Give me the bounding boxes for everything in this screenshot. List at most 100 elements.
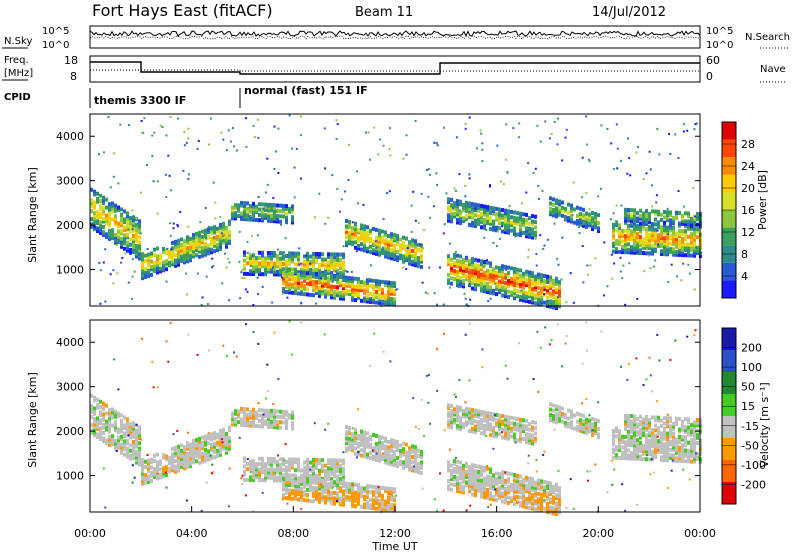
velocity-cell (285, 412, 288, 417)
velocity-cell (138, 427, 141, 432)
velocity-cell (549, 484, 552, 489)
power-speck (241, 268, 244, 271)
power-cell (540, 273, 543, 278)
power-cell (624, 210, 627, 215)
power-cell (459, 213, 462, 218)
velocity-cell (504, 478, 507, 483)
velocity-cell (462, 471, 465, 476)
velocity-cell (558, 486, 561, 491)
velocity-cell (504, 422, 507, 427)
power-cell (501, 269, 504, 274)
velocity-cell (126, 430, 129, 435)
velocity-cell (132, 432, 135, 436)
power-cell (363, 240, 366, 245)
power-speck (468, 173, 471, 176)
velocity-cell (474, 424, 477, 429)
velocity-cell (117, 414, 120, 419)
power-cell (189, 255, 192, 260)
power-cell (267, 261, 270, 266)
power-cell (678, 228, 681, 233)
power-speck (587, 158, 590, 161)
power-cell (513, 291, 516, 295)
power-cell (240, 216, 243, 221)
velocity-cell (468, 470, 471, 475)
power-cell (255, 218, 258, 222)
velocity-cell (150, 460, 153, 465)
power-speck (556, 117, 559, 120)
velocity-cell (174, 445, 177, 450)
power-cell (264, 207, 267, 212)
velocity-cell (303, 492, 306, 497)
power-speck (257, 293, 259, 296)
velocity-cell (258, 418, 261, 423)
power-cell (495, 214, 498, 219)
power-cell (681, 229, 684, 234)
velocity-cell (639, 420, 642, 424)
power-cell (675, 234, 678, 239)
power-cell (612, 249, 615, 254)
power-cell (684, 229, 687, 234)
velocity-cell (666, 439, 669, 444)
power-cell (144, 253, 147, 258)
velocity-cell (144, 475, 147, 480)
velocity-cell (282, 482, 285, 487)
power-cell (456, 199, 459, 204)
velocity-cell (153, 453, 156, 458)
velocity-cell (147, 477, 150, 482)
power-cell (258, 269, 261, 274)
velocity-cell (666, 442, 669, 447)
velocity-cell (453, 467, 456, 471)
velocity-cell (189, 453, 192, 458)
power-cell (549, 299, 552, 304)
velocity-cell (108, 416, 111, 421)
velocity-cell (516, 484, 519, 489)
velocity-cell (561, 419, 564, 424)
velocity-cell (189, 461, 192, 466)
velocity-cell (138, 454, 141, 459)
power-speck (127, 124, 130, 126)
power-speck (613, 262, 616, 265)
power-cell (357, 246, 360, 251)
velocity-cell (492, 428, 495, 433)
power-cell (630, 231, 633, 236)
velocity-cell (663, 442, 666, 447)
velocity-cell (384, 507, 387, 512)
velocity-cell (117, 440, 120, 445)
power-speck (336, 293, 338, 296)
velocity-cell (348, 495, 351, 500)
power-speck (169, 222, 172, 225)
power-cell (570, 206, 573, 211)
power-cell (474, 224, 477, 229)
power-cell (288, 290, 291, 295)
power-cell (141, 265, 144, 270)
velocity-cell (645, 415, 648, 419)
velocity-cell (645, 449, 648, 454)
power-cell (612, 241, 615, 246)
velocity-cell (381, 507, 384, 512)
velocity-cell (105, 419, 108, 424)
power-cell (474, 221, 477, 226)
velocity-cell (201, 454, 204, 459)
power-cell (534, 277, 537, 282)
velocity-cell (369, 434, 372, 439)
velocity-cell (528, 438, 531, 443)
power-colorbar-label: Power [dB] (756, 170, 769, 230)
power-cell (393, 254, 396, 259)
velocity-cell (597, 419, 600, 424)
velocity-cell (471, 492, 474, 497)
velocity-cell (303, 484, 306, 489)
velocity-cell (501, 494, 504, 499)
power-cell (624, 228, 627, 233)
velocity-cell (156, 476, 159, 481)
power-cell (333, 255, 336, 260)
power-cell (465, 258, 468, 263)
power-speck (520, 289, 523, 292)
velocity-cell (291, 478, 294, 483)
power-cell (522, 231, 525, 235)
power-cell (660, 241, 663, 246)
power-cell (390, 234, 393, 239)
velocity-cell (513, 486, 516, 491)
power-cell (378, 295, 381, 300)
power-cell (615, 249, 618, 254)
velocity-cell (642, 449, 645, 454)
